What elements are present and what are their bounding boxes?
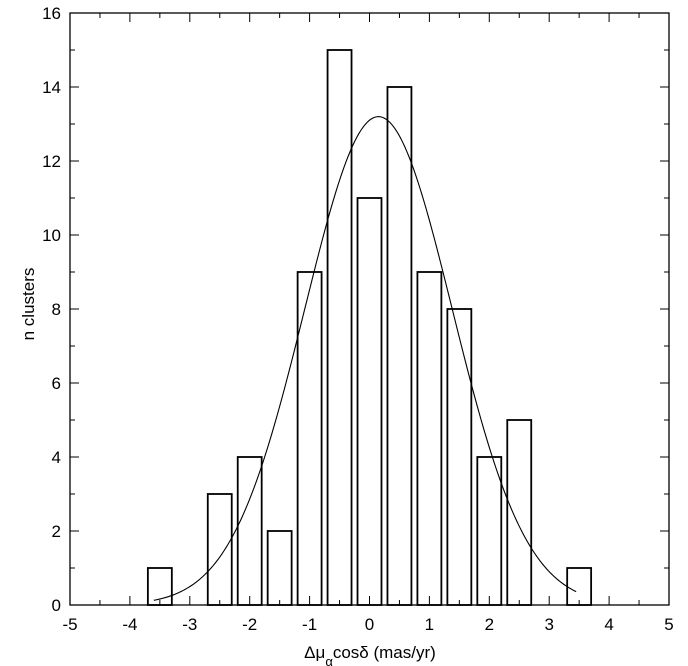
bar-9: [446, 308, 473, 606]
bar-10: [476, 456, 503, 606]
y-tick-label: 2: [52, 522, 61, 541]
fit-curve: [153, 116, 577, 601]
x-tick-label: 3: [544, 615, 553, 634]
x-tick-label: 0: [365, 615, 374, 634]
bar-6: [356, 197, 383, 606]
x-axis-label: Δμαcosδ (mas/yr): [304, 643, 436, 666]
x-tick-label: -5: [62, 615, 77, 634]
x-tick-label: -4: [122, 615, 137, 634]
y-tick-label: 16: [42, 4, 61, 23]
x-tick-label: -2: [242, 615, 257, 634]
x-axis-label-prefix: Δμ: [304, 643, 325, 662]
bar-7: [386, 86, 413, 606]
x-axis-label-suffix: cosδ (mas/yr): [333, 643, 436, 662]
x-tick-label: 2: [485, 615, 494, 634]
bar-12: [566, 567, 593, 606]
y-tick-label: 8: [52, 300, 61, 319]
bar-2: [236, 456, 263, 606]
y-tick-label: 12: [42, 152, 61, 171]
x-tick-label: 5: [664, 615, 673, 634]
x-tick-label: -3: [182, 615, 197, 634]
x-tick-label: 4: [604, 615, 613, 634]
bar-8: [416, 271, 443, 606]
axes-layer: [69, 12, 670, 606]
y-axis-label: n clusters: [19, 268, 38, 341]
y-tick-label: 4: [52, 448, 61, 467]
x-tick-label: 1: [425, 615, 434, 634]
curve-layer: [153, 116, 577, 601]
bar-11: [506, 419, 533, 606]
bar-3: [266, 530, 293, 606]
y-tick-label: 0: [52, 596, 61, 615]
bars-layer: [146, 49, 593, 606]
y-tick-label: 10: [42, 226, 61, 245]
bar-1: [206, 493, 233, 606]
y-tick-label: 14: [42, 78, 61, 97]
y-tick-label: 6: [52, 374, 61, 393]
bar-5: [326, 49, 353, 606]
x-axis-label-subscript: α: [325, 654, 333, 666]
x-tick-label: -1: [302, 615, 317, 634]
